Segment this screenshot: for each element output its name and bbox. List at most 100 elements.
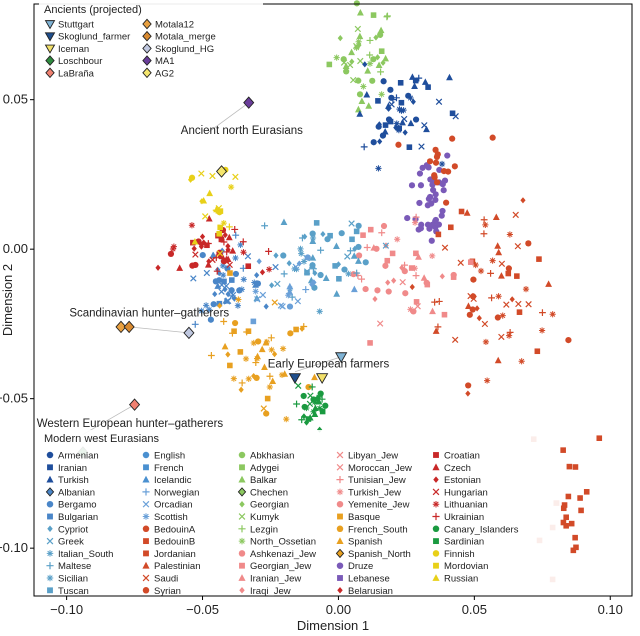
plot-frame (33, 3, 633, 597)
ancient-point (315, 373, 329, 385)
legend-label: Armenian (58, 451, 99, 462)
x-tick-label: 0.05 (462, 602, 487, 617)
data-point (293, 326, 299, 333)
data-point (190, 275, 197, 282)
data-point (366, 60, 374, 67)
data-point (465, 302, 472, 309)
legend-swatch (335, 548, 345, 559)
data-point (279, 345, 287, 352)
data-point (222, 231, 228, 239)
data-point (354, 25, 362, 33)
data-point (286, 288, 294, 295)
data-point (209, 256, 216, 264)
data-point (412, 116, 420, 123)
data-point (488, 294, 495, 302)
legend-swatch (337, 575, 343, 581)
data-point (192, 251, 199, 258)
x-tick-label: −0.05 (186, 602, 219, 617)
data-point (269, 377, 277, 385)
data-point (216, 270, 222, 277)
annotation-leader-line (129, 326, 189, 334)
data-point (432, 191, 439, 198)
legend-label: Croatian (444, 451, 480, 462)
data-point (346, 61, 354, 69)
data-point (365, 102, 373, 109)
data-point (481, 320, 489, 328)
data-point (389, 250, 396, 257)
legend-swatch (46, 550, 54, 557)
legend-swatch (45, 55, 55, 66)
data-point (347, 247, 354, 255)
data-point (369, 77, 376, 84)
legend-swatch (142, 475, 150, 483)
data-point (292, 263, 300, 271)
data-point (388, 94, 395, 101)
data-point (525, 240, 532, 247)
legend-label: Georgian_Jew (250, 561, 311, 572)
legend-label: Belarusian (348, 586, 393, 597)
legend-label: Turkish_Jew (348, 487, 401, 498)
data-point (176, 264, 184, 271)
data-point (465, 390, 471, 397)
legend-label: Motala_merge (155, 32, 216, 43)
data-point (250, 318, 257, 325)
data-point (203, 269, 211, 277)
data-point (266, 372, 274, 380)
legend-label: Balkar (250, 475, 277, 486)
data-point (170, 243, 177, 250)
data-point (316, 308, 323, 315)
data-point (338, 230, 345, 237)
data-point (446, 73, 453, 81)
data-point (428, 200, 435, 207)
data-point (420, 274, 428, 281)
data-point (237, 349, 244, 355)
data-point (353, 228, 360, 235)
data-point (385, 105, 392, 112)
data-point (231, 328, 237, 335)
data-point (311, 373, 318, 381)
legend-swatch (238, 525, 246, 533)
data-point (424, 281, 431, 288)
data-point (391, 277, 397, 284)
legend-swatch (44, 20, 56, 30)
legend-label: Cypriot (58, 524, 88, 535)
data-point (400, 115, 408, 123)
data-point (191, 245, 197, 252)
data-point (362, 259, 369, 266)
data-point (363, 90, 371, 98)
legend-swatch (46, 574, 54, 582)
data-point (358, 275, 365, 283)
data-point (188, 222, 196, 229)
data-point (480, 230, 488, 238)
data-point (512, 211, 519, 219)
data-point (210, 301, 217, 308)
data-point (514, 273, 520, 279)
data-point (388, 101, 395, 108)
data-point (263, 303, 269, 310)
y-tick-label: −0.10 (0, 540, 28, 555)
annotation-label: Early European farmers (268, 358, 390, 370)
legend-label: North_Ossetian (250, 537, 316, 548)
legend-label: Greek (58, 537, 84, 548)
data-point (398, 99, 405, 106)
data-point (382, 122, 389, 128)
legend-swatch (143, 464, 149, 471)
data-point (332, 263, 338, 269)
data-point (434, 323, 442, 331)
data-point (377, 138, 383, 145)
ancient-point (288, 373, 302, 385)
data-point (549, 311, 556, 318)
data-point (396, 106, 403, 113)
data-point (280, 218, 288, 225)
data-point (231, 319, 239, 327)
data-point (362, 285, 369, 293)
data-point (294, 297, 302, 305)
data-point (220, 272, 227, 279)
data-point (441, 244, 449, 251)
legend-label: LaBraña (58, 68, 95, 79)
data-point (377, 31, 384, 38)
data-point (304, 254, 311, 261)
legend-swatch (238, 451, 246, 459)
data-point (411, 219, 419, 226)
annotation-label: Western European hunter–gatherers (37, 418, 224, 430)
